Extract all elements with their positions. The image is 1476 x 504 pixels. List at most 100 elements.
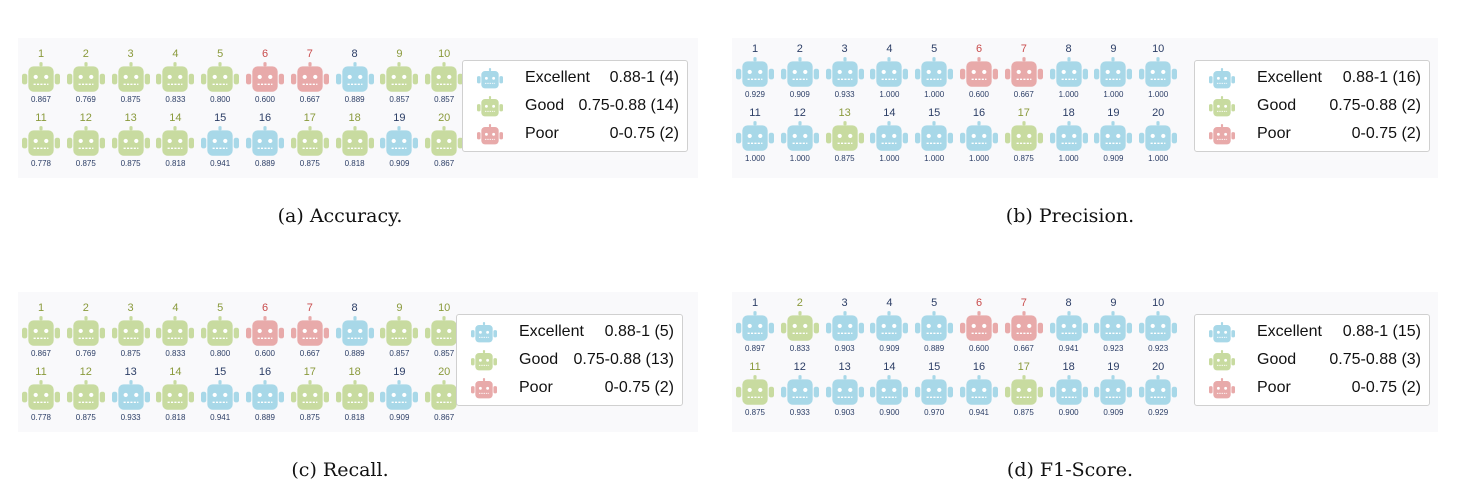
robot-cell-17: 17 0.875 <box>287 366 333 426</box>
robot-cell-10: 10 1.000 <box>1135 43 1181 103</box>
robot-id-label: 19 <box>1107 361 1120 373</box>
robot-value-label: 0.889 <box>344 349 365 358</box>
robot-cell-18: 18 0.818 <box>332 112 378 172</box>
robot-cell-20: 20 0.929 <box>1135 361 1181 421</box>
robot-id-label: 10 <box>438 302 451 314</box>
robot-id-label: 20 <box>438 112 451 124</box>
robot-value-label: 0.800 <box>210 349 231 358</box>
robot-value-label: 0.818 <box>344 159 365 168</box>
robot-cell-6: 6 0.600 <box>956 297 1002 357</box>
legend-name: Excellent <box>519 323 584 340</box>
robot-value-label: 1.000 <box>924 90 945 99</box>
robot-cell-7: 7 0.667 <box>287 48 333 108</box>
legend-entry-excellent: Excellent 0.88-1 (5) <box>457 319 682 345</box>
robot-value-label: 1.000 <box>968 154 990 163</box>
robot-cell-7: 7 0.667 <box>1001 297 1047 357</box>
robot-value-label: 0.867 <box>30 95 52 104</box>
robot-icon <box>246 380 284 410</box>
robot-value-label: 0.941 <box>968 408 990 417</box>
robot-id-label: 1 <box>37 48 45 60</box>
robot-cell-7: 7 0.667 <box>287 302 333 362</box>
robot-cell-19: 19 0.909 <box>1090 361 1136 421</box>
robot-cell-9: 9 0.857 <box>376 302 422 362</box>
legend-range: 0.75-0.88 (3) <box>1329 351 1421 368</box>
robot-id-label: 13 <box>124 112 137 124</box>
robot-cell-13: 13 0.875 <box>822 107 868 167</box>
robot-value-label: 0.875 <box>299 413 320 422</box>
robot-icon <box>1004 121 1043 151</box>
robot-value-label: 0.778 <box>30 413 52 422</box>
legend-name: Excellent <box>1257 323 1322 340</box>
robot-id-label: 2 <box>796 297 803 309</box>
robot-value-label: 0.867 <box>434 159 455 168</box>
robot-id-label: 6 <box>975 297 983 309</box>
robot-icon <box>1049 121 1088 151</box>
robot-id-label: 1 <box>37 302 45 314</box>
robot-value-label: 0.923 <box>1148 344 1169 353</box>
robot-value-label: 0.941 <box>210 413 231 422</box>
robot-icon <box>477 96 503 117</box>
robot-cell-11: 11 0.778 <box>18 366 64 426</box>
robot-id-label: 12 <box>793 361 806 373</box>
robot-id-label: 3 <box>841 43 848 55</box>
robot-cell-15: 15 1.000 <box>911 107 957 167</box>
robot-id-label: 15 <box>928 361 941 373</box>
robot-value-label: 0.970 <box>924 408 945 417</box>
robot-id-label: 9 <box>1110 43 1117 55</box>
robot-icon <box>335 316 374 346</box>
robot-icon <box>780 121 819 151</box>
robot-id-label: 9 <box>396 302 403 314</box>
robot-value-label: 0.667 <box>299 349 320 358</box>
robot-value-label: 0.875 <box>1013 408 1034 417</box>
robot-icon <box>335 62 374 92</box>
robot-icon <box>380 316 419 346</box>
robot-value-label: 0.889 <box>254 413 276 422</box>
robot-cell-14: 14 1.000 <box>866 107 912 167</box>
robot-cell-12: 12 0.875 <box>63 112 109 172</box>
robot-cell-20: 20 0.867 <box>421 112 467 172</box>
robot-cell-3: 3 0.903 <box>822 297 868 357</box>
robot-value-label: 0.769 <box>75 349 96 358</box>
robot-value-label: 1.000 <box>1103 90 1124 99</box>
robot-id-label: 18 <box>348 366 361 378</box>
legend-name: Good <box>1257 351 1297 368</box>
robot-value-label: 0.875 <box>75 159 96 168</box>
robot-id-label: 18 <box>1062 107 1075 119</box>
robot-cell-14: 14 0.900 <box>866 361 912 421</box>
robot-icon <box>1094 311 1133 341</box>
robot-id-label: 11 <box>749 361 761 373</box>
legend-range: 0.88-1 (4) <box>609 69 679 86</box>
robot-icon <box>870 57 909 87</box>
robot-value-label: 0.857 <box>389 349 410 358</box>
robot-icon <box>477 68 503 89</box>
robot-value-label: 1.000 <box>789 154 810 163</box>
robot-cell-5: 5 0.889 <box>911 297 957 357</box>
robot-value-label: 0.875 <box>834 154 855 163</box>
robot-value-label: 1.000 <box>1058 154 1079 163</box>
robot-id-label: 4 <box>172 48 179 60</box>
robot-cell-10: 10 0.923 <box>1135 297 1181 357</box>
robot-id-label: 5 <box>931 297 938 309</box>
robot-value-label: 0.800 <box>210 95 231 104</box>
robot-icon <box>380 62 419 92</box>
robot-icon <box>156 62 195 92</box>
legend-name: Poor <box>1257 125 1291 142</box>
robot-icon <box>1139 57 1178 87</box>
robot-id-label: 6 <box>261 302 269 314</box>
robot-id-label: 12 <box>79 112 92 124</box>
robot-icon <box>1209 378 1235 399</box>
legend-name: Poor <box>525 125 559 142</box>
robot-value-label: 0.923 <box>1103 344 1124 353</box>
robot-id-label: 14 <box>883 107 896 119</box>
robot-id-label: 10 <box>1152 297 1165 309</box>
robot-icon <box>246 62 284 92</box>
robot-id-label: 9 <box>1110 297 1117 309</box>
robot-id-label: 5 <box>217 302 224 314</box>
robot-icon <box>870 375 909 405</box>
legend-range: 0.88-1 (5) <box>604 323 674 340</box>
robot-value-label: 0.909 <box>389 159 410 168</box>
robot-icon <box>736 311 774 341</box>
robot-icon <box>780 375 819 405</box>
robot-icon <box>201 316 240 346</box>
robot-value-label: 0.857 <box>389 95 410 104</box>
